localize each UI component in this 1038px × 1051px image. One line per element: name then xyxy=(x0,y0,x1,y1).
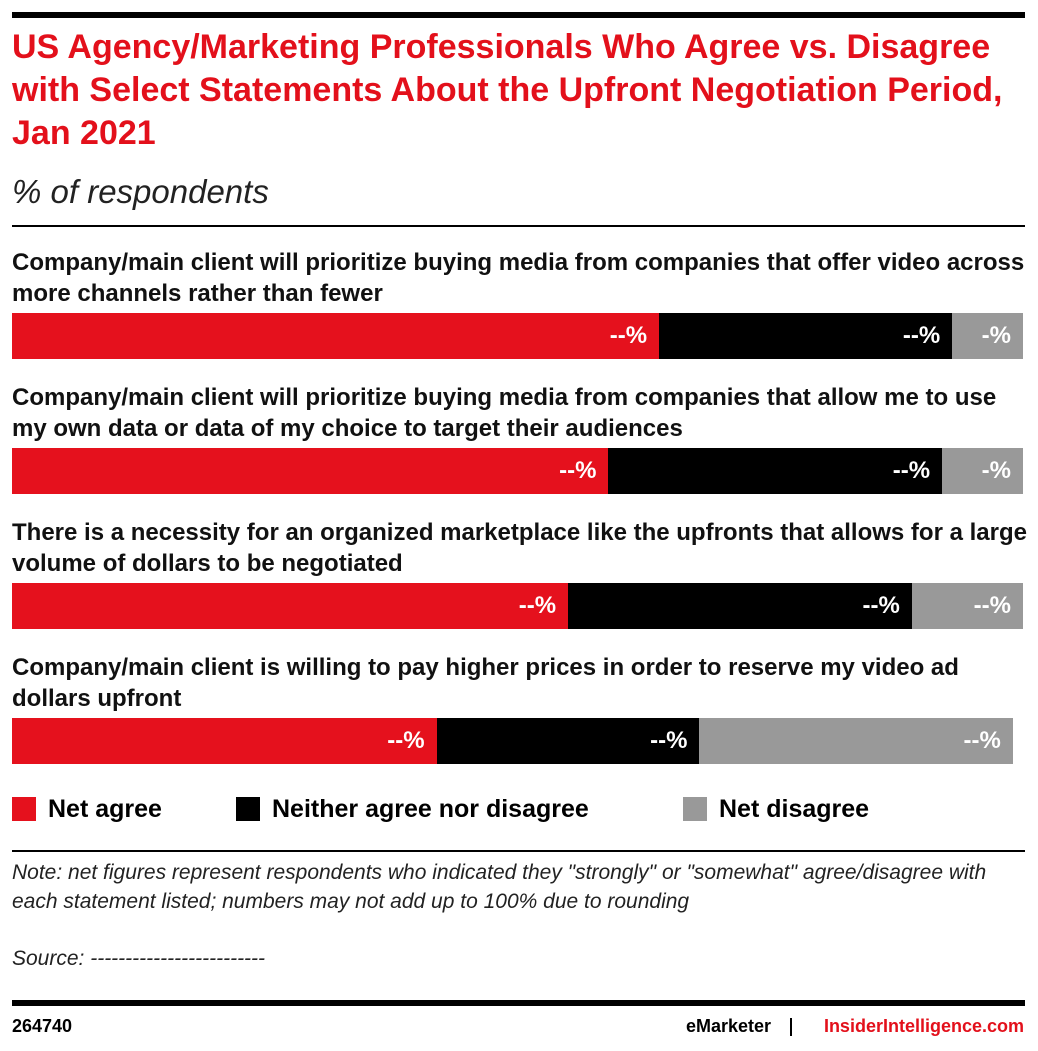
chart-subtitle: % of respondents xyxy=(12,173,269,210)
value-label: --% xyxy=(963,727,1001,754)
value-label: --% xyxy=(973,592,1011,619)
legend-label: Net disagree xyxy=(719,795,870,823)
value-label: --% xyxy=(650,727,688,754)
bar-segment xyxy=(911,583,1023,629)
bar-segment xyxy=(436,718,700,764)
website: InsiderIntelligence.com xyxy=(823,1016,1024,1036)
value-label: -% xyxy=(981,322,1011,349)
bar-segment xyxy=(12,583,569,629)
value-label: --% xyxy=(609,322,648,349)
value-label: --% xyxy=(387,727,425,754)
bar-segment xyxy=(568,583,912,629)
value-label: --% xyxy=(518,592,557,619)
category-label: Company/main client is willing to pay hi… xyxy=(12,654,959,712)
top-rule xyxy=(12,12,1025,18)
bar-segment xyxy=(12,313,660,359)
legend-item: Net disagree xyxy=(683,795,869,823)
legend-label: Net agree xyxy=(48,795,162,823)
bottom-rule xyxy=(12,1000,1025,1006)
bar-segment xyxy=(12,448,609,494)
rule xyxy=(12,225,1025,227)
value-label: --% xyxy=(559,457,597,484)
category-label: Company/main client will prioritize buyi… xyxy=(12,384,997,442)
bar-segment xyxy=(942,448,1023,494)
bar-segment xyxy=(952,313,1023,359)
bar-segment xyxy=(659,313,953,359)
bar-segment xyxy=(12,718,437,764)
value-label: --% xyxy=(902,322,941,349)
legend-label: Neither agree nor disagree xyxy=(272,795,589,823)
legend-item: Net agree xyxy=(12,795,162,823)
rule xyxy=(12,850,1025,852)
bar-segment xyxy=(699,718,1013,764)
category-label: Company/main client will prioritize buyi… xyxy=(12,249,1025,307)
value-label: -% xyxy=(981,457,1011,484)
legend-item: Neither agree nor disagree xyxy=(236,795,589,823)
value-label: --% xyxy=(862,592,900,619)
category-label: There is a necessity for an organized ma… xyxy=(12,519,1027,577)
legend-swatch xyxy=(236,797,260,821)
brand: eMarketer xyxy=(685,1016,771,1036)
separator xyxy=(790,1018,792,1036)
legend-swatch xyxy=(12,797,36,821)
chart-title: US Agency/Marketing Professionals Who Ag… xyxy=(12,28,1003,152)
chart-id: 264740 xyxy=(12,1016,73,1036)
bar-segment xyxy=(608,448,943,494)
legend-swatch xyxy=(683,797,707,821)
source: Source: ------------------------- xyxy=(12,947,266,970)
note: Note: net figures represent respondents … xyxy=(12,861,987,913)
value-label: --% xyxy=(892,457,931,484)
